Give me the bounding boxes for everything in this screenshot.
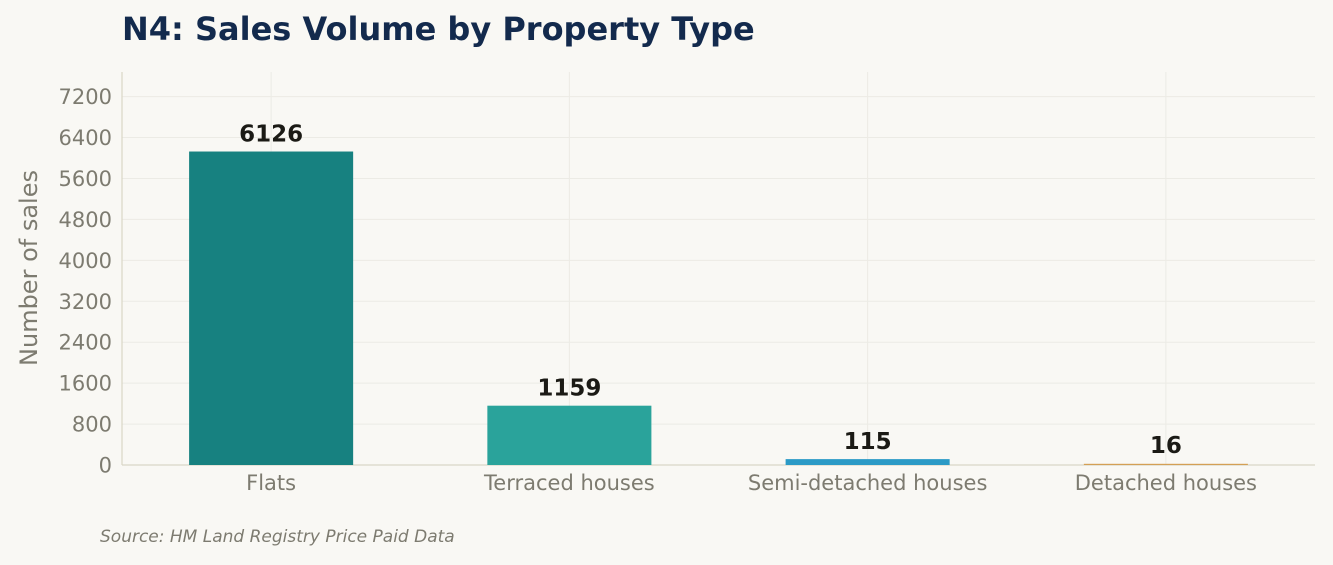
y-axis-title: Number of sales	[15, 170, 43, 366]
data-label: 115	[844, 429, 892, 455]
y-tick-label: 5600	[59, 167, 112, 191]
bar	[786, 459, 950, 465]
x-tick-label: Terraced houses	[483, 471, 655, 495]
y-tick-label: 4000	[59, 249, 112, 273]
y-tick-label: 6400	[59, 126, 112, 150]
y-tick-label: 2400	[59, 331, 112, 355]
bars	[189, 152, 1248, 465]
x-tick-label: Detached houses	[1075, 471, 1257, 495]
y-tick-label: 0	[99, 454, 112, 478]
bar	[487, 406, 651, 465]
bar	[1084, 464, 1248, 465]
y-tick-label: 7200	[59, 85, 112, 109]
x-tick-label: Flats	[246, 471, 296, 495]
y-tick-label: 4800	[59, 208, 112, 232]
y-tick-label: 800	[72, 413, 112, 437]
y-tick-label: 1600	[59, 372, 112, 396]
bar	[189, 152, 353, 465]
data-label: 6126	[239, 122, 303, 148]
data-label: 1159	[537, 376, 601, 402]
source-note: Source: HM Land Registry Price Paid Data	[100, 527, 455, 547]
x-tick-label: Semi-detached houses	[748, 471, 988, 495]
y-tick-label: 3200	[59, 290, 112, 314]
data-label: 16	[1150, 433, 1182, 459]
